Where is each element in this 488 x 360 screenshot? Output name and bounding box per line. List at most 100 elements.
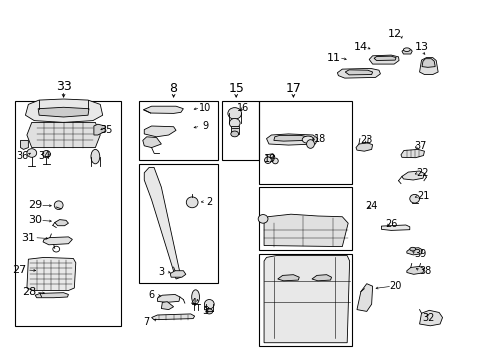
Text: 18: 18 bbox=[313, 134, 326, 144]
Polygon shape bbox=[406, 248, 422, 255]
Ellipse shape bbox=[403, 48, 409, 51]
Ellipse shape bbox=[42, 150, 50, 158]
Ellipse shape bbox=[409, 247, 415, 251]
Polygon shape bbox=[266, 134, 317, 145]
Polygon shape bbox=[355, 143, 372, 151]
Bar bbox=[222, 101, 259, 160]
Polygon shape bbox=[421, 59, 434, 67]
Polygon shape bbox=[401, 171, 424, 180]
Polygon shape bbox=[20, 140, 28, 149]
Text: 39: 39 bbox=[413, 249, 426, 259]
Text: 35: 35 bbox=[100, 125, 113, 135]
Text: 38: 38 bbox=[418, 266, 431, 276]
Polygon shape bbox=[400, 149, 424, 158]
Polygon shape bbox=[144, 167, 181, 279]
Polygon shape bbox=[381, 225, 409, 230]
Polygon shape bbox=[273, 135, 306, 141]
Text: 16: 16 bbox=[236, 103, 249, 113]
Text: 11: 11 bbox=[326, 53, 340, 63]
Text: 24: 24 bbox=[365, 201, 377, 211]
Text: 7: 7 bbox=[143, 317, 149, 327]
Polygon shape bbox=[38, 107, 89, 117]
Ellipse shape bbox=[227, 108, 241, 119]
Ellipse shape bbox=[27, 149, 37, 157]
Text: 27: 27 bbox=[12, 265, 27, 275]
Text: 13: 13 bbox=[414, 42, 427, 52]
Text: 12: 12 bbox=[387, 29, 401, 39]
Text: 21: 21 bbox=[416, 191, 428, 201]
Text: 3: 3 bbox=[158, 267, 164, 277]
Ellipse shape bbox=[302, 136, 313, 143]
Polygon shape bbox=[373, 56, 395, 60]
Polygon shape bbox=[144, 126, 176, 137]
Polygon shape bbox=[337, 68, 380, 78]
Text: 2: 2 bbox=[206, 197, 212, 207]
Polygon shape bbox=[264, 214, 347, 247]
Polygon shape bbox=[43, 237, 72, 245]
Text: 20: 20 bbox=[388, 281, 401, 291]
Polygon shape bbox=[161, 302, 173, 310]
Ellipse shape bbox=[205, 309, 212, 314]
Ellipse shape bbox=[204, 300, 214, 309]
Text: 32: 32 bbox=[422, 312, 434, 323]
Ellipse shape bbox=[264, 157, 271, 163]
Text: 4: 4 bbox=[190, 298, 196, 308]
Polygon shape bbox=[266, 154, 274, 158]
Polygon shape bbox=[356, 284, 372, 311]
Polygon shape bbox=[401, 49, 411, 54]
Polygon shape bbox=[406, 266, 423, 274]
Polygon shape bbox=[55, 220, 68, 226]
Bar bbox=[139, 101, 217, 160]
Polygon shape bbox=[277, 275, 299, 281]
Ellipse shape bbox=[230, 131, 238, 137]
Bar bbox=[15, 101, 121, 326]
Polygon shape bbox=[143, 106, 183, 113]
Polygon shape bbox=[151, 314, 194, 320]
Text: 30: 30 bbox=[28, 215, 42, 225]
Polygon shape bbox=[35, 293, 68, 298]
Ellipse shape bbox=[54, 201, 63, 210]
Ellipse shape bbox=[409, 194, 419, 203]
Text: 31: 31 bbox=[21, 233, 35, 243]
Text: 36: 36 bbox=[16, 150, 29, 161]
Polygon shape bbox=[264, 256, 349, 343]
Text: 19: 19 bbox=[264, 154, 276, 164]
Ellipse shape bbox=[91, 149, 100, 164]
Text: 6: 6 bbox=[148, 290, 154, 300]
Text: 15: 15 bbox=[228, 82, 244, 95]
Text: 14: 14 bbox=[353, 42, 367, 52]
Polygon shape bbox=[25, 99, 102, 122]
Polygon shape bbox=[345, 70, 372, 75]
Polygon shape bbox=[230, 126, 238, 134]
Ellipse shape bbox=[191, 290, 199, 304]
Ellipse shape bbox=[272, 158, 278, 164]
Text: 22: 22 bbox=[416, 168, 428, 178]
Ellipse shape bbox=[258, 215, 267, 223]
Ellipse shape bbox=[306, 140, 314, 148]
Text: 34: 34 bbox=[38, 150, 50, 161]
Text: 28: 28 bbox=[22, 287, 37, 297]
Text: 33: 33 bbox=[56, 80, 71, 93]
Text: 29: 29 bbox=[28, 200, 42, 210]
Ellipse shape bbox=[186, 197, 198, 208]
Text: 5: 5 bbox=[202, 306, 208, 316]
Text: 23: 23 bbox=[360, 135, 372, 145]
Text: 10: 10 bbox=[199, 103, 211, 113]
Polygon shape bbox=[157, 294, 180, 302]
Bar bbox=[259, 101, 351, 184]
Polygon shape bbox=[27, 122, 100, 148]
Polygon shape bbox=[419, 310, 442, 326]
Bar bbox=[259, 254, 351, 346]
Polygon shape bbox=[419, 58, 437, 75]
Text: 9: 9 bbox=[202, 121, 208, 131]
Polygon shape bbox=[311, 275, 331, 281]
Polygon shape bbox=[170, 271, 185, 277]
Polygon shape bbox=[94, 124, 105, 135]
Polygon shape bbox=[368, 55, 398, 64]
Bar bbox=[259, 187, 351, 250]
Text: 37: 37 bbox=[413, 141, 426, 151]
Text: 26: 26 bbox=[384, 219, 397, 229]
Polygon shape bbox=[142, 137, 161, 148]
Text: 17: 17 bbox=[285, 82, 301, 95]
Ellipse shape bbox=[229, 118, 240, 128]
